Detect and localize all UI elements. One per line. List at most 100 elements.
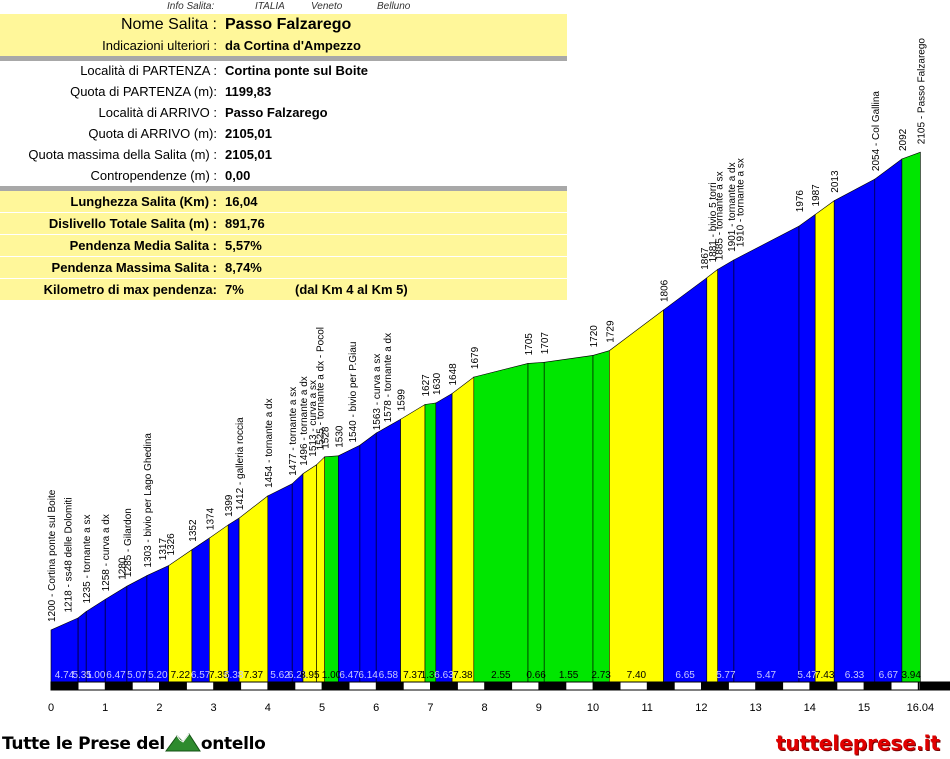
site-url[interactable]: tutteleprese.it bbox=[775, 731, 940, 755]
pendenza-media-label: Pendenza Media Salita : bbox=[69, 238, 217, 253]
profile-segment bbox=[291, 473, 304, 683]
quota-arrivo-label: Quota di ARRIVO (m): bbox=[88, 126, 217, 141]
header-province: Belluno bbox=[377, 1, 411, 12]
waypoint-label: 1454 - tornante a dx bbox=[264, 398, 275, 488]
km-scale-block bbox=[619, 681, 648, 691]
waypoint-label: 1881 - bivio 5 torri bbox=[708, 182, 719, 262]
arrivo-label: Località di ARRIVO : bbox=[98, 105, 218, 120]
profile-segment bbox=[316, 456, 326, 683]
lunghezza-value: 16,04 bbox=[225, 194, 258, 209]
segment-gradient-label: 6.38 bbox=[224, 670, 244, 681]
segment-gradient-label: 7.37 bbox=[403, 670, 423, 681]
partenza-value: Cortina ponte sul Boite bbox=[225, 63, 368, 78]
pendenza-media-value: 5,57% bbox=[225, 238, 262, 253]
segment-gradient-label: 8.95 bbox=[300, 670, 320, 681]
row-quota-arrivo: Quota di ARRIVO (m): 2105,01 bbox=[0, 123, 567, 144]
km-scale-block bbox=[728, 681, 757, 691]
km-scale-block bbox=[430, 682, 458, 690]
row-quota-partenza: Quota di PARTENZA (m): 1199,83 bbox=[0, 81, 567, 102]
km-scale-block bbox=[864, 682, 892, 690]
segment-gradient-label: 6.14 bbox=[358, 670, 378, 681]
waypoint-label: 1326 bbox=[166, 533, 177, 556]
profile-segment bbox=[798, 213, 816, 683]
waypoint-label: 1976 bbox=[795, 190, 806, 213]
profile-segment bbox=[146, 565, 169, 683]
km-scale-block bbox=[918, 682, 920, 690]
profile-segment bbox=[104, 585, 128, 683]
km-scale-block bbox=[105, 682, 133, 690]
segment-gradient-label: 6.57 bbox=[191, 670, 211, 681]
km-scale-block bbox=[565, 681, 594, 691]
segment-gradient-label: 5.20 bbox=[148, 670, 168, 681]
km-tick-label: 6 bbox=[373, 702, 379, 714]
waypoint-label: 1885 - tornante a sx bbox=[715, 171, 726, 260]
km-scale-block bbox=[457, 681, 486, 691]
separator bbox=[0, 186, 567, 191]
km-scale-block bbox=[186, 681, 215, 691]
waypoint-label: 2013 bbox=[830, 170, 841, 193]
km-tick-label: 7 bbox=[427, 702, 433, 714]
profile-segment bbox=[267, 483, 293, 683]
pendenza-massima-label: Pendenza Massima Salita : bbox=[51, 260, 217, 275]
quota-partenza-label: Quota di PARTENZA (m): bbox=[70, 84, 217, 99]
indicazioni-value: da Cortina d'Ampezzo bbox=[225, 38, 361, 53]
row-nome-salita: Nome Salita : Passo Falzarego bbox=[0, 14, 567, 35]
waypoint-label: 1303 - bivio per Lago Ghedina bbox=[143, 433, 154, 568]
km-tick-label: 11 bbox=[641, 702, 652, 714]
waypoint-label: 1285 - Gilardon bbox=[123, 508, 134, 577]
segment-gradient-label: 5.77 bbox=[716, 670, 736, 681]
row-partenza: Località di PARTENZA : Cortina ponte sul… bbox=[0, 60, 567, 81]
waypoint-label: 1578 - tornante a dx bbox=[383, 333, 394, 423]
waypoint-label: 1352 bbox=[188, 519, 199, 542]
km-scale-block bbox=[673, 681, 702, 691]
km-tick-label: 8 bbox=[482, 702, 488, 714]
waypoint-label: 1258 - curva a dx bbox=[101, 514, 112, 591]
waypoint-label: 1563 - curva a sx bbox=[372, 354, 383, 431]
waypoint-label: 2105 - Passo Falzarego bbox=[916, 38, 927, 145]
profile-segment bbox=[706, 268, 719, 683]
segment-gradient-label: 5.07 bbox=[127, 670, 147, 681]
km-tick-label: 2 bbox=[156, 702, 162, 714]
km-scale-block bbox=[920, 682, 950, 690]
km-scale-block bbox=[376, 682, 404, 690]
km-tick-label: 1 bbox=[102, 702, 108, 714]
waypoint-label: 1707 bbox=[540, 332, 551, 355]
profile-segment bbox=[191, 537, 210, 683]
waypoint-label: 1867 bbox=[700, 247, 711, 270]
km-tick-label: 0 bbox=[48, 702, 54, 714]
km-tick-label: 13 bbox=[749, 702, 761, 714]
row-pendenza-media: Pendenza Media Salita : 5,57% bbox=[0, 235, 567, 256]
segment-gradient-label: 2.73 bbox=[591, 670, 611, 681]
profile-segment bbox=[375, 418, 401, 683]
km-scale-block bbox=[348, 681, 377, 691]
footer-text-b: ontello bbox=[200, 734, 266, 754]
profile-segment bbox=[227, 517, 240, 683]
arrivo-value: Passo Falzarego bbox=[225, 105, 328, 120]
footer-text-a: Tutte le Prese del bbox=[2, 734, 165, 754]
mountain-logo-icon bbox=[164, 733, 201, 752]
header-info-label: Info Salita: bbox=[167, 1, 215, 12]
km-scale-block bbox=[402, 681, 431, 691]
segment-gradient-label: 5.62 bbox=[270, 670, 290, 681]
profile-segment bbox=[324, 455, 339, 683]
km-scale-block bbox=[755, 682, 783, 690]
profile-segment bbox=[608, 309, 664, 683]
profile-segment bbox=[874, 158, 903, 683]
waypoint-label: 2054 - Col Gallina bbox=[871, 91, 882, 171]
km-scale-block bbox=[213, 682, 241, 690]
header-country: ITALIA bbox=[255, 1, 285, 12]
segment-gradient-label: 1.55 bbox=[559, 670, 579, 681]
km-tick-label: 9 bbox=[536, 702, 542, 714]
segment-gradient-label: 5.31 bbox=[72, 670, 92, 681]
profile-segment bbox=[543, 355, 594, 683]
km-scale-block bbox=[836, 681, 865, 691]
km-scale-block bbox=[159, 682, 187, 690]
segment-gradient-label: 3.94 bbox=[901, 670, 921, 681]
km-scale-block bbox=[77, 681, 106, 691]
nome-label: Nome Salita : bbox=[120, 16, 217, 33]
km-scale-block bbox=[511, 681, 540, 691]
partenza-label: Località di PARTENZA : bbox=[80, 63, 217, 78]
waypoint-label: 1679 bbox=[470, 346, 481, 369]
segment-gradient-label: 7.43 bbox=[815, 670, 835, 681]
waypoint-label: 1477 - tornante a sx bbox=[288, 387, 299, 476]
